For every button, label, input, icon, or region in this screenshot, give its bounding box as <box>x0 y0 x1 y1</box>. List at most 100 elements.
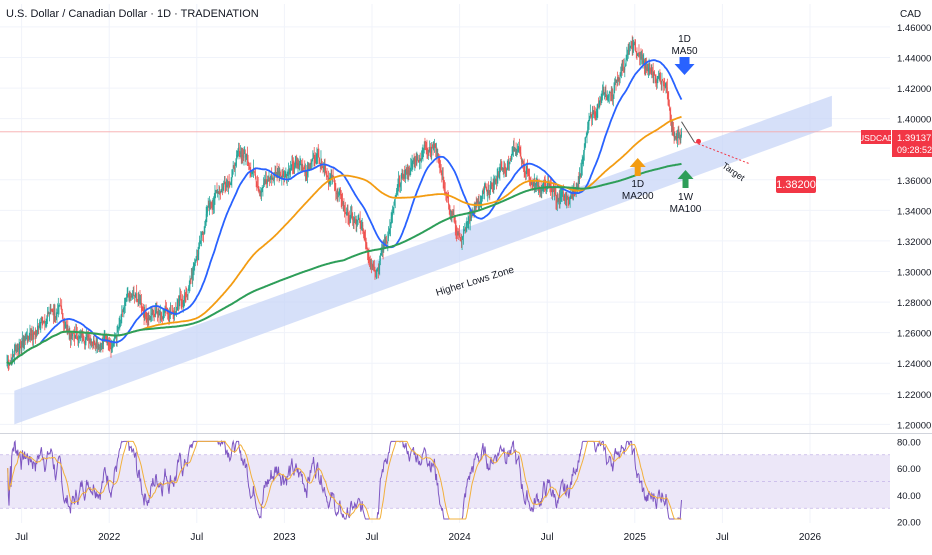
candle-body <box>80 332 82 336</box>
candle-body <box>367 251 369 256</box>
candle-body <box>613 89 615 95</box>
candle-body <box>554 192 556 196</box>
candle-body <box>288 171 289 175</box>
candle-body <box>128 295 130 301</box>
candle-body <box>375 270 377 274</box>
candle-body <box>627 53 628 56</box>
candle-body <box>507 162 509 164</box>
candle-body <box>615 79 617 82</box>
candle-body <box>146 317 148 318</box>
candle-body <box>412 161 414 163</box>
candle-body <box>519 147 520 151</box>
candle-body <box>224 182 226 185</box>
candle-body <box>361 227 362 228</box>
candle-body <box>651 70 653 73</box>
candle-body <box>548 182 550 185</box>
candle-body <box>517 149 519 151</box>
candle-body <box>565 194 566 200</box>
candle-body <box>254 172 256 175</box>
candle-body <box>157 313 159 315</box>
candle-body <box>358 219 360 221</box>
candle-body <box>406 168 408 173</box>
rsi-line <box>7 439 682 521</box>
candle-body <box>569 198 571 203</box>
candle-body <box>604 91 606 93</box>
candle-body <box>26 337 27 340</box>
candle-body <box>515 148 516 150</box>
candle-body <box>292 162 293 166</box>
candle-body <box>402 172 404 175</box>
candle-body <box>265 180 266 183</box>
candle-body <box>16 349 17 352</box>
candle-body <box>286 174 287 178</box>
candle-body <box>22 339 24 343</box>
candle-body <box>366 245 368 249</box>
candle-body <box>540 188 541 191</box>
candle-body <box>479 202 481 204</box>
candle-body <box>34 333 36 335</box>
candle-body <box>585 136 586 143</box>
candle-body <box>479 203 480 205</box>
candle-body <box>103 339 104 344</box>
candle-body <box>459 232 460 236</box>
candle-body <box>259 189 260 193</box>
candle-body <box>447 195 449 198</box>
candle-body <box>387 238 389 243</box>
candle-body <box>294 164 296 166</box>
candle-body <box>607 97 609 99</box>
candle-body <box>238 147 239 152</box>
candle-body <box>84 343 86 346</box>
candle-body <box>552 189 553 193</box>
candle-body <box>209 203 210 209</box>
candle-body <box>666 87 668 94</box>
candle-body <box>451 212 453 214</box>
candle-body <box>272 177 273 179</box>
candle-body <box>28 337 29 340</box>
rsi-ma-line <box>7 440 682 520</box>
candle-body <box>579 174 581 175</box>
candle-body <box>21 345 23 351</box>
candle-body <box>655 75 657 81</box>
candle-body <box>76 335 78 341</box>
candle-body <box>54 312 56 317</box>
candle-body <box>59 304 61 306</box>
candle-body <box>617 77 619 82</box>
candle-body <box>434 143 435 147</box>
candle-body <box>248 161 250 166</box>
candle-body <box>462 236 464 240</box>
candle-body <box>322 167 324 169</box>
candle-body <box>110 347 112 351</box>
candle-body <box>504 167 506 170</box>
candle-body <box>93 339 94 344</box>
candle-body <box>408 170 410 173</box>
candle-body <box>189 279 191 283</box>
candle-body <box>95 343 96 348</box>
candle-body <box>319 163 321 165</box>
candle-body <box>592 113 594 115</box>
candle-body <box>307 169 308 176</box>
candle-body <box>502 168 503 169</box>
candle-body <box>217 192 219 194</box>
candle-body <box>51 309 53 311</box>
candle-body <box>367 248 368 252</box>
candle-body <box>257 184 258 186</box>
candle-body <box>297 163 299 166</box>
candle-body <box>556 200 558 204</box>
candle-body <box>461 239 463 243</box>
candle-body <box>563 191 564 197</box>
candle-body <box>658 75 660 77</box>
candle-body <box>122 310 123 312</box>
candle-body <box>132 295 133 298</box>
candle-body <box>285 174 287 176</box>
candle-body <box>460 238 462 242</box>
candle-body <box>545 187 547 192</box>
candle-body <box>216 190 218 194</box>
candle-body <box>463 230 465 234</box>
candle-body <box>525 172 526 174</box>
candle-body <box>388 233 389 239</box>
candle-body <box>489 191 491 193</box>
candle-body <box>282 173 284 175</box>
candle-body <box>524 170 526 173</box>
